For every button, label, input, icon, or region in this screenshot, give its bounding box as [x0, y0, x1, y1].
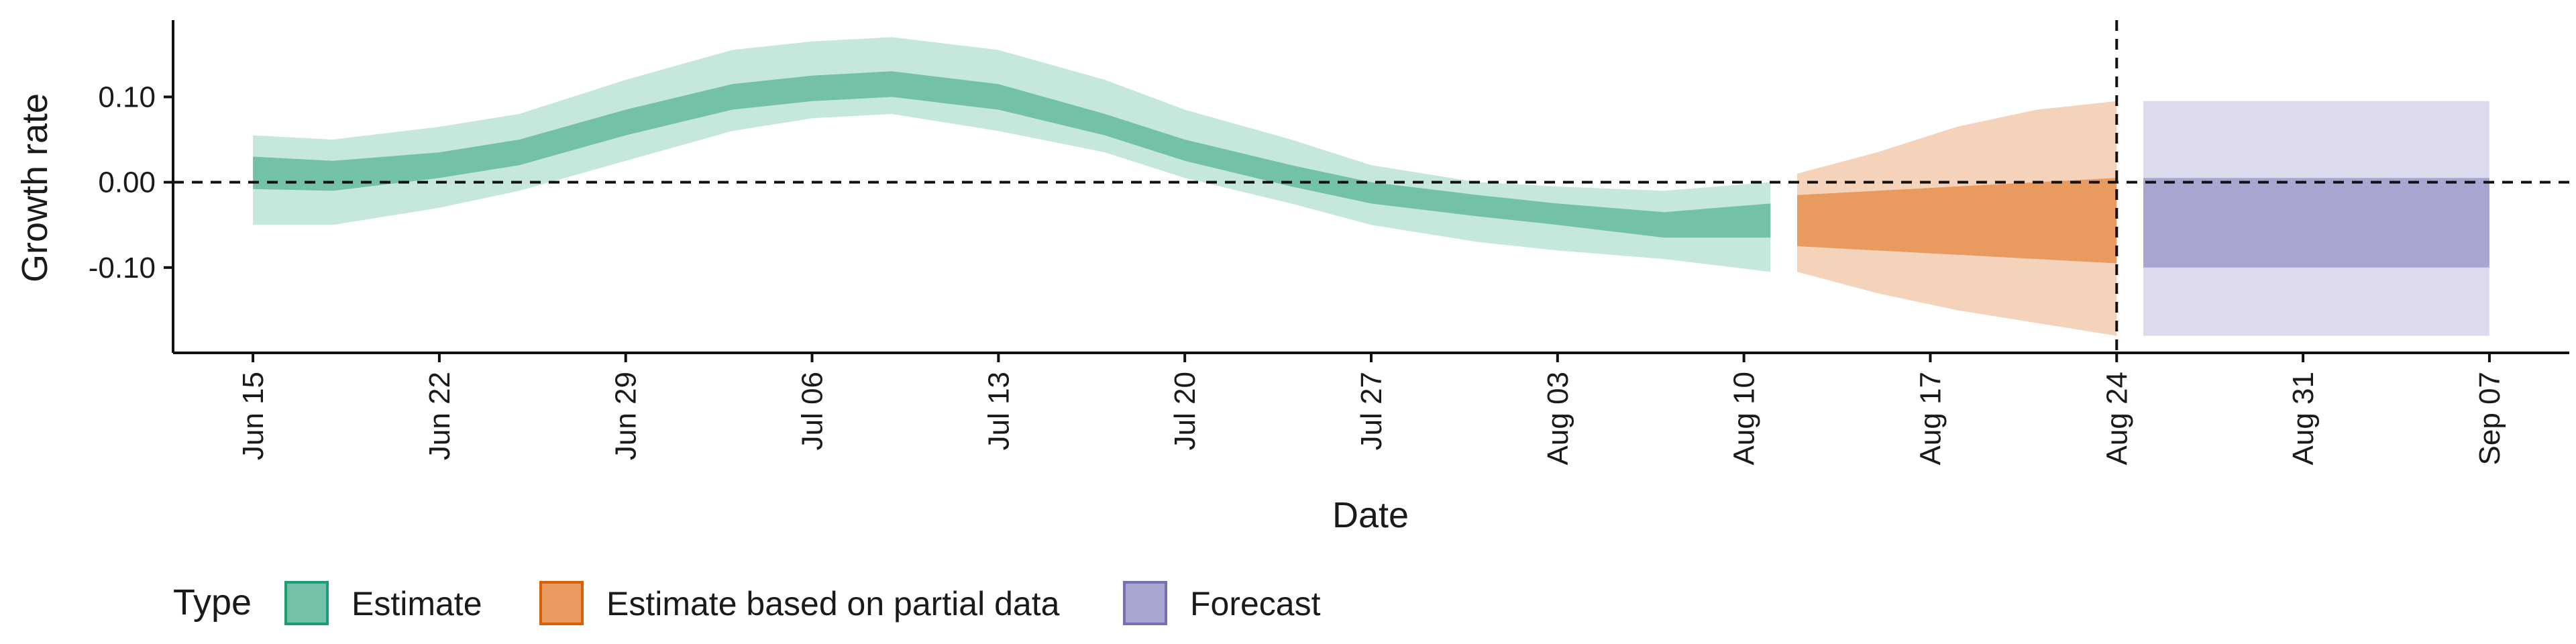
y-axis-title: Growth rate — [15, 93, 55, 282]
x-tick-label: Jun 15 — [237, 372, 270, 460]
legend-key-forecast — [1123, 581, 1167, 625]
axes — [164, 20, 2569, 362]
y-tick-label: 0.00 — [98, 166, 156, 199]
x-tick-label: Sep 07 — [2473, 372, 2506, 465]
x-tick-label: Jul 06 — [796, 372, 829, 450]
estimate-based-on-partial-data-inner-band — [1797, 178, 2117, 264]
legend-label-estimate: Estimate — [352, 585, 482, 623]
estimate-inner-band — [253, 71, 1771, 238]
x-tick-label: Aug 10 — [1728, 372, 1761, 465]
forecast-inner-band — [2143, 178, 2489, 268]
estimate-outer-band — [253, 37, 1771, 272]
x-tick-label: Jul 13 — [982, 372, 1015, 450]
tick-labels: 0.10 0.00 -0.10 Jun 15 Jun 22 Jun 29 Jul 06 Jul… — [89, 80, 2506, 465]
legend-key-estimate — [284, 581, 329, 625]
x-tick-label: Jun 22 — [423, 372, 456, 460]
x-tick-label: Aug 24 — [2100, 372, 2133, 465]
legend-key-estimate-based-on-partial-data — [539, 581, 584, 625]
legend-label-estimate-based-on-partial-data: Estimate based on partial data — [606, 585, 1060, 623]
y-tick-label: -0.10 — [89, 252, 156, 284]
x-tick-label: Jun 29 — [610, 372, 643, 460]
legend-label-forecast: Forecast — [1190, 585, 1321, 623]
x-tick-label: Aug 17 — [1915, 372, 1947, 465]
x-axis-title: Date — [1332, 495, 1409, 535]
y-tick-label: 0.10 — [98, 80, 156, 113]
x-tick-label: Aug 31 — [2287, 372, 2320, 465]
legend-title: Type — [173, 582, 252, 623]
reference-lines — [173, 20, 2569, 353]
legend: Type Estimate Estimate based on partial d… — [173, 581, 1321, 625]
x-tick-label: Jul 20 — [1169, 372, 1201, 450]
x-tick-label: Aug 03 — [1542, 372, 1574, 465]
x-tick-label: Jul 27 — [1355, 372, 1388, 450]
ribbon-layer — [253, 37, 2489, 336]
